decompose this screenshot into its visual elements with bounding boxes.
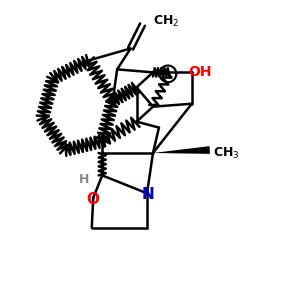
- Text: CH$_2$: CH$_2$: [153, 14, 179, 29]
- Text: O: O: [86, 192, 99, 207]
- Polygon shape: [153, 146, 210, 154]
- Text: CH$_3$: CH$_3$: [213, 146, 239, 160]
- Text: N: N: [141, 187, 154, 202]
- Text: OH: OH: [188, 65, 212, 79]
- Text: H: H: [79, 173, 89, 186]
